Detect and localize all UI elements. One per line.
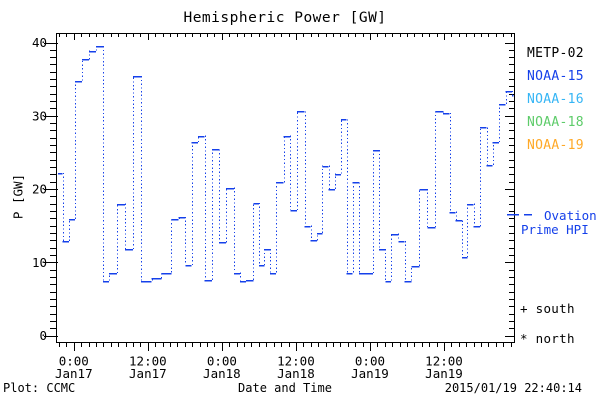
hpi-step-curve — [57, 45, 514, 283]
axis-ticks — [44, 33, 514, 351]
legend-marker-north: * north — [520, 331, 575, 346]
footer-plot-source: Plot: CCMC — [3, 381, 76, 395]
svg-text:0: 0 — [39, 328, 47, 343]
svg-text:20: 20 — [32, 182, 47, 197]
x-axis-label: Date and Time — [238, 381, 332, 395]
svg-text:Jan19: Jan19 — [351, 366, 389, 381]
svg-text:12:00: 12:00 — [277, 354, 315, 369]
legend-satellite-noaa16: NOAA-16 — [527, 92, 584, 107]
axis-tick-labels: 0102030400:00Jan1712:00Jan170:00Jan1812:… — [32, 35, 463, 381]
svg-text:30: 30 — [32, 108, 47, 123]
svg-text:Jan18: Jan18 — [203, 366, 241, 381]
svg-text:40: 40 — [32, 35, 47, 50]
legend-satellite-noaa19: NOAA-19 — [527, 138, 584, 153]
y-axis-label: P [GW] — [10, 173, 26, 220]
legend-satellite-metp02: METP-02 — [527, 46, 584, 61]
svg-text:Jan17: Jan17 — [55, 366, 93, 381]
legend-marker-south: + south — [520, 301, 575, 316]
svg-text:0:00: 0:00 — [207, 354, 237, 369]
legend-satellite-noaa18: NOAA-18 — [527, 115, 584, 130]
svg-text:0:00: 0:00 — [59, 354, 89, 369]
svg-text:Jan17: Jan17 — [129, 366, 167, 381]
legend-ovation-line1: Ovation — [544, 208, 597, 223]
svg-text:Jan18: Jan18 — [277, 366, 315, 381]
svg-text:0:00: 0:00 — [355, 354, 385, 369]
svg-text:Jan19: Jan19 — [425, 366, 463, 381]
legend-ovation-line2: Prime HPI — [521, 222, 589, 237]
chart-title: Hemispheric Power [GW] — [183, 10, 387, 26]
axis-frame — [56, 33, 515, 343]
legend-satellite-noaa15: NOAA-15 — [527, 69, 584, 84]
svg-text:12:00: 12:00 — [129, 354, 167, 369]
footer-timestamp: 2015/01/19 22:40:14 — [444, 381, 582, 395]
svg-text:12:00: 12:00 — [425, 354, 463, 369]
svg-text:10: 10 — [32, 255, 47, 270]
